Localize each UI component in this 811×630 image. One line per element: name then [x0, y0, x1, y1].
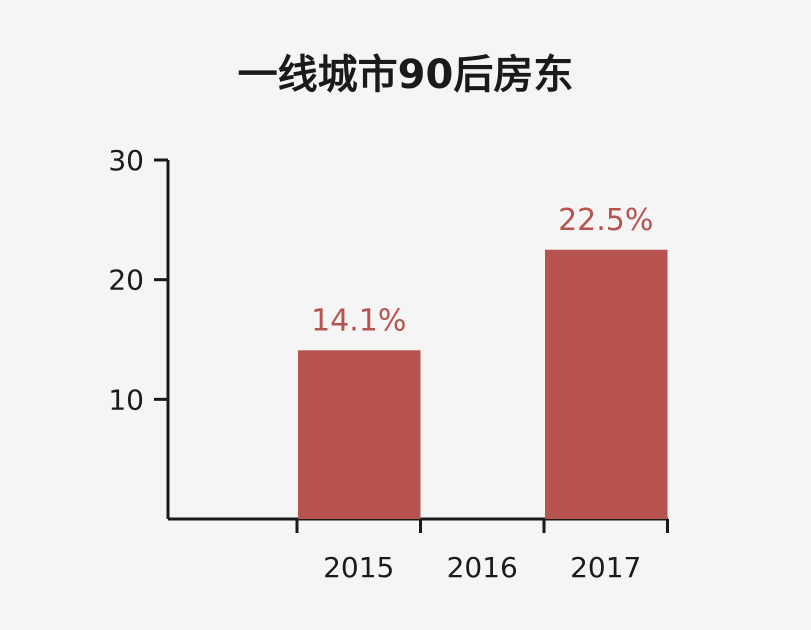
y-tick-label-30: 30 [108, 144, 144, 177]
data-label-2017: 22.5% [558, 203, 653, 238]
chart-title: 一线城市90后房东 [237, 52, 574, 98]
bar-2015 [298, 350, 421, 519]
x-tick-label-2016: 2016 [447, 551, 518, 584]
bar-2017 [545, 249, 668, 519]
y-tick-label-10: 10 [108, 383, 144, 416]
x-tick-label-2015: 2015 [323, 551, 394, 584]
y-tick-label-20: 20 [108, 264, 144, 297]
data-label-2015: 14.1% [311, 303, 406, 338]
x-tick-label-2017: 2017 [570, 551, 641, 584]
